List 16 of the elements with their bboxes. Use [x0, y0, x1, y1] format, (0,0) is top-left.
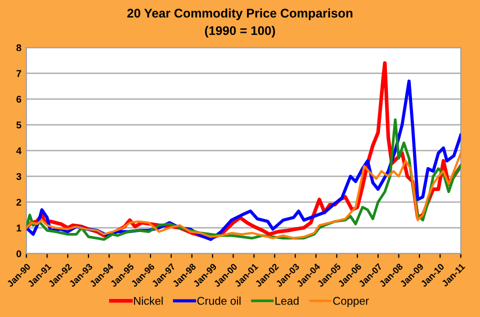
y-tick-label: 7: [16, 70, 22, 77]
line-series: [26, 152, 461, 240]
y-tick-label: 4: [16, 147, 22, 154]
chart-subtitle: (1990 = 100): [205, 26, 275, 38]
y-tick-label: 1: [16, 224, 22, 232]
y-tick-label: 2: [16, 198, 22, 206]
y-tick-label: 0: [16, 250, 22, 258]
legend-label: Nickel: [134, 296, 163, 305]
legend-label: Copper: [333, 296, 369, 307]
y-tick-label: 3: [16, 173, 22, 180]
chart-title: 20 Year Commodity Price Comparison: [127, 8, 352, 20]
legend-label: Crude oil: [197, 296, 240, 305]
legend-label: Lead: [275, 296, 299, 305]
y-tick-label: 5: [16, 122, 22, 128]
y-tick-label: 6: [16, 96, 22, 103]
y-tick-label: 8: [16, 44, 22, 52]
